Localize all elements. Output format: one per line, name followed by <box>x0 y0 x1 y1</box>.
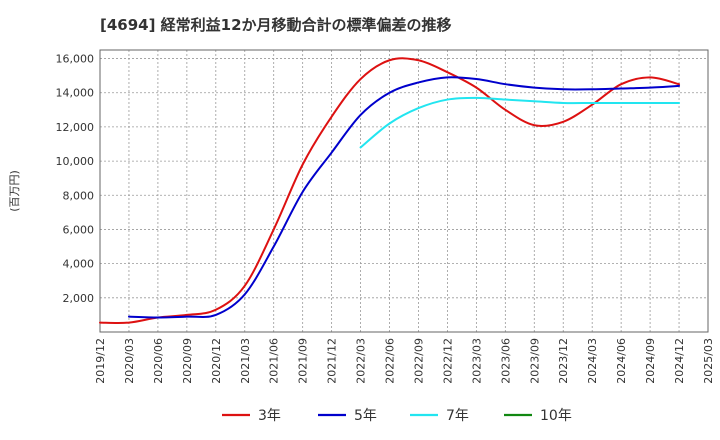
x-tick-label: 2022/03 <box>355 338 368 384</box>
x-tick-label: 2024/09 <box>644 338 657 384</box>
y-tick-label: 6,000 <box>63 223 95 236</box>
y-tick-label: 10,000 <box>56 155 95 168</box>
legend-label-0: 3年 <box>258 408 281 424</box>
x-tick-label: 2021/09 <box>297 338 310 384</box>
y-tick-label: 8,000 <box>63 189 95 202</box>
x-tick-label: 2022/06 <box>384 338 397 384</box>
x-tick-label: 2023/03 <box>470 338 483 384</box>
series-line-1 <box>127 76 681 319</box>
x-tick-label: 2024/03 <box>586 338 599 384</box>
x-tick-label: 2020/03 <box>123 338 136 384</box>
legend-label-2: 7年 <box>446 408 469 424</box>
x-tick-label: 2022/12 <box>441 338 454 384</box>
legend: 3年 5年 7年 10年 <box>222 408 572 424</box>
y-axis-tick-labels: 2,000 4,000 6,000 8,000 10,000 12,000 14,000 16… <box>56 53 95 305</box>
series-line-2 <box>359 96 681 149</box>
x-tick-label: 2023/09 <box>528 338 541 384</box>
series-line-0 <box>99 57 681 324</box>
x-tick-label: 2023/06 <box>499 338 512 384</box>
x-tick-label: 2023/12 <box>557 338 570 384</box>
y-tick-label: 2,000 <box>63 292 95 305</box>
x-axis-tick-labels: 2019/12 2020/03 2020/06 2020/09 2020/12 2021/… <box>94 338 715 384</box>
x-tick-label: 2021/03 <box>239 338 252 384</box>
y-tick-label: 16,000 <box>56 53 95 66</box>
x-tick-label: 2020/12 <box>210 338 223 384</box>
plot-frame <box>99 49 709 333</box>
x-tick-label: 2020/06 <box>152 338 165 384</box>
x-tick-label: 2025/03 <box>702 338 715 384</box>
y-tick-label: 4,000 <box>63 258 95 271</box>
legend-label-1: 5年 <box>354 408 377 424</box>
y-tick-label: 14,000 <box>56 87 95 100</box>
x-tick-label: 2021/12 <box>326 338 339 384</box>
x-tick-label: 2022/09 <box>412 338 425 384</box>
chart-title: [4694] 経常利益12か月移動合計の標準偏差の推移 <box>100 16 452 34</box>
grid-layer <box>100 50 708 332</box>
x-tick-label: 2024/06 <box>615 338 628 384</box>
y-axis-label: (百万円) <box>8 170 21 212</box>
x-tick-label: 2021/06 <box>268 338 281 384</box>
x-tick-label: 2024/12 <box>673 338 686 384</box>
x-tick-label: 2020/09 <box>181 338 194 384</box>
series-layer <box>99 57 681 324</box>
x-tick-label: 2019/12 <box>94 338 107 384</box>
y-tick-label: 12,000 <box>56 121 95 134</box>
legend-label-3: 10年 <box>540 408 572 424</box>
